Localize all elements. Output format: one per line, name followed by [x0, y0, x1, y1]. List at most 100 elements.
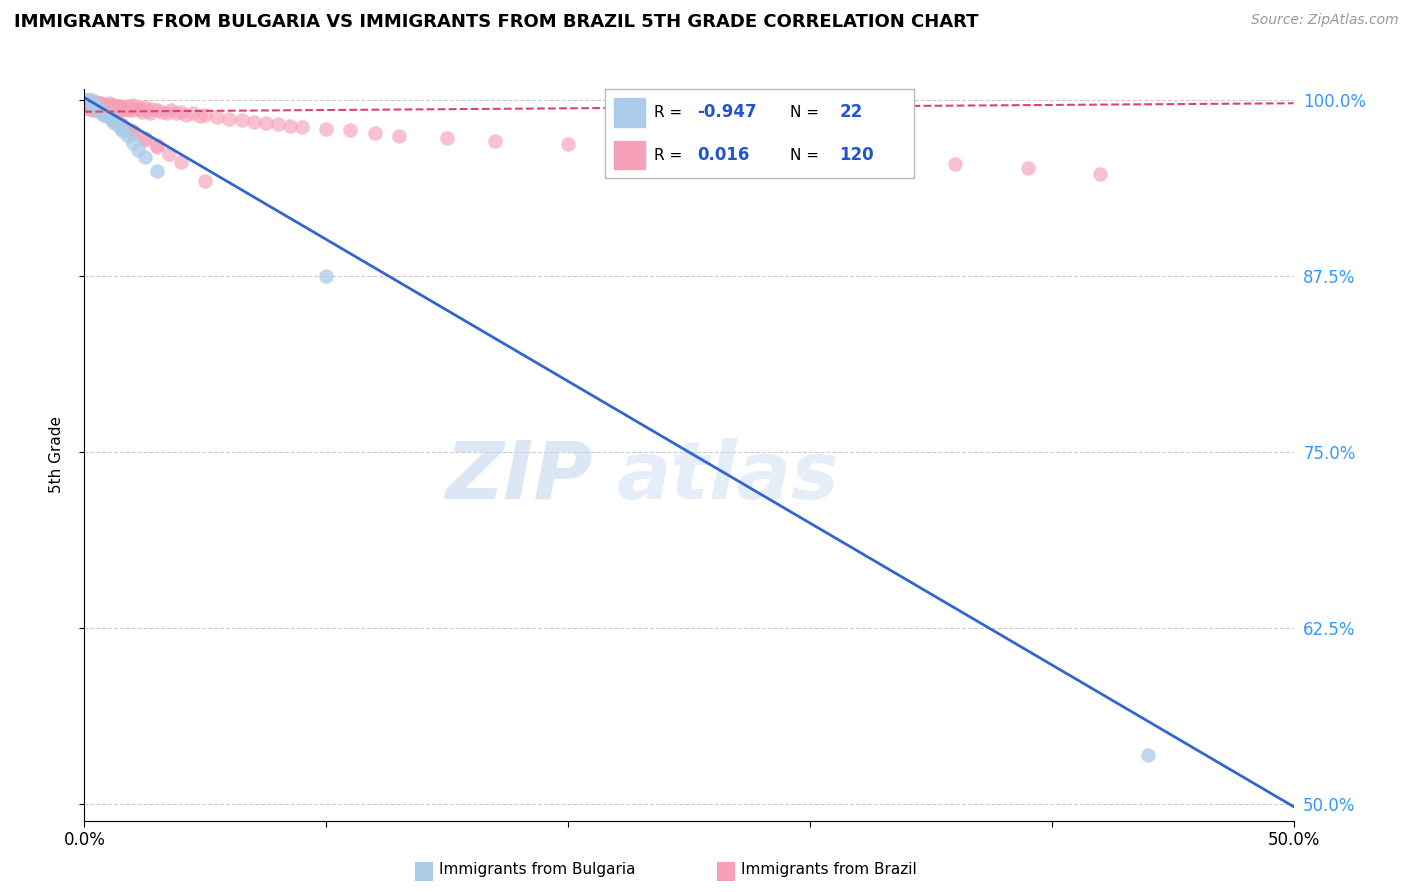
Point: [339, 123, 361, 137]
Point: [80, 103, 103, 118]
Point: [76, 94, 98, 108]
Point: [190, 109, 212, 123]
Point: [160, 103, 183, 118]
Point: [121, 136, 143, 150]
Point: [484, 134, 506, 148]
Point: [97, 107, 120, 121]
Point: [97, 109, 120, 123]
Point: [83, 97, 105, 112]
Point: [218, 112, 240, 126]
Point: [194, 107, 217, 121]
Point: [103, 113, 125, 128]
Point: [363, 126, 385, 140]
Point: [83, 101, 105, 115]
Point: [1017, 161, 1039, 175]
Point: [77, 94, 100, 108]
Point: [90, 104, 112, 119]
Text: -0.947: -0.947: [697, 103, 756, 121]
Point: [112, 101, 135, 115]
Point: [104, 117, 127, 131]
Point: [80, 97, 103, 112]
Point: [134, 150, 156, 164]
Point: [799, 150, 821, 164]
Point: [86, 101, 108, 115]
Text: atlas: atlas: [616, 438, 839, 516]
Point: [117, 128, 139, 143]
Point: [194, 174, 217, 188]
Point: [77, 99, 100, 113]
Point: [110, 117, 132, 131]
Text: 0.016: 0.016: [697, 146, 749, 164]
Point: [121, 103, 143, 118]
Point: [146, 103, 169, 118]
Point: [97, 96, 120, 111]
Point: [77, 94, 100, 108]
Point: [93, 106, 115, 120]
Point: [134, 133, 156, 147]
Bar: [614, 141, 645, 169]
Point: [388, 128, 411, 143]
Point: [127, 143, 149, 157]
Point: [103, 114, 125, 128]
Point: [110, 121, 132, 136]
Point: [87, 99, 110, 113]
Point: [94, 109, 117, 123]
Point: [80, 101, 103, 115]
Point: [110, 117, 132, 131]
Point: [90, 99, 112, 113]
Point: [134, 131, 156, 145]
Point: [94, 107, 117, 121]
Point: [90, 103, 112, 118]
Point: [131, 104, 153, 119]
Point: [121, 126, 143, 140]
Point: [97, 101, 120, 115]
Point: [94, 102, 117, 116]
Point: [104, 103, 127, 118]
Point: [90, 102, 112, 116]
Point: [117, 103, 139, 118]
Point: [76, 96, 98, 111]
Point: [170, 155, 193, 169]
Point: [121, 124, 143, 138]
Point: [129, 102, 152, 116]
Point: [107, 99, 129, 113]
Point: [103, 113, 125, 128]
Point: [170, 104, 193, 119]
Text: 120: 120: [839, 146, 875, 164]
Point: [93, 103, 115, 118]
Text: R =: R =: [654, 105, 682, 120]
Point: [117, 99, 139, 113]
Point: [1088, 167, 1111, 181]
Point: [100, 111, 122, 125]
Text: Immigrants from Brazil: Immigrants from Brazil: [741, 863, 917, 877]
Point: [174, 107, 197, 121]
Point: [97, 104, 120, 119]
Text: N =: N =: [790, 148, 820, 162]
Point: [86, 103, 108, 118]
Point: [93, 97, 115, 112]
Point: [725, 145, 748, 160]
Point: [181, 106, 204, 120]
Point: [104, 99, 127, 113]
Point: [83, 101, 105, 115]
Point: [103, 97, 125, 112]
Point: [120, 102, 142, 116]
Point: [94, 107, 117, 121]
Point: [100, 111, 122, 125]
Point: [86, 97, 108, 112]
Point: [76, 99, 98, 113]
Bar: [614, 98, 645, 127]
Point: [77, 96, 100, 111]
Text: 22: 22: [839, 103, 863, 121]
Text: IMMIGRANTS FROM BULGARIA VS IMMIGRANTS FROM BRAZIL 5TH GRADE CORRELATION CHART: IMMIGRANTS FROM BULGARIA VS IMMIGRANTS F…: [14, 13, 979, 31]
Point: [436, 131, 458, 145]
Point: [231, 113, 253, 128]
Point: [136, 103, 159, 118]
Point: [77, 96, 100, 111]
Point: [90, 96, 112, 111]
Point: [86, 101, 108, 115]
Point: [165, 106, 187, 120]
Point: [80, 95, 103, 109]
Point: [90, 106, 112, 120]
Point: [943, 157, 966, 171]
